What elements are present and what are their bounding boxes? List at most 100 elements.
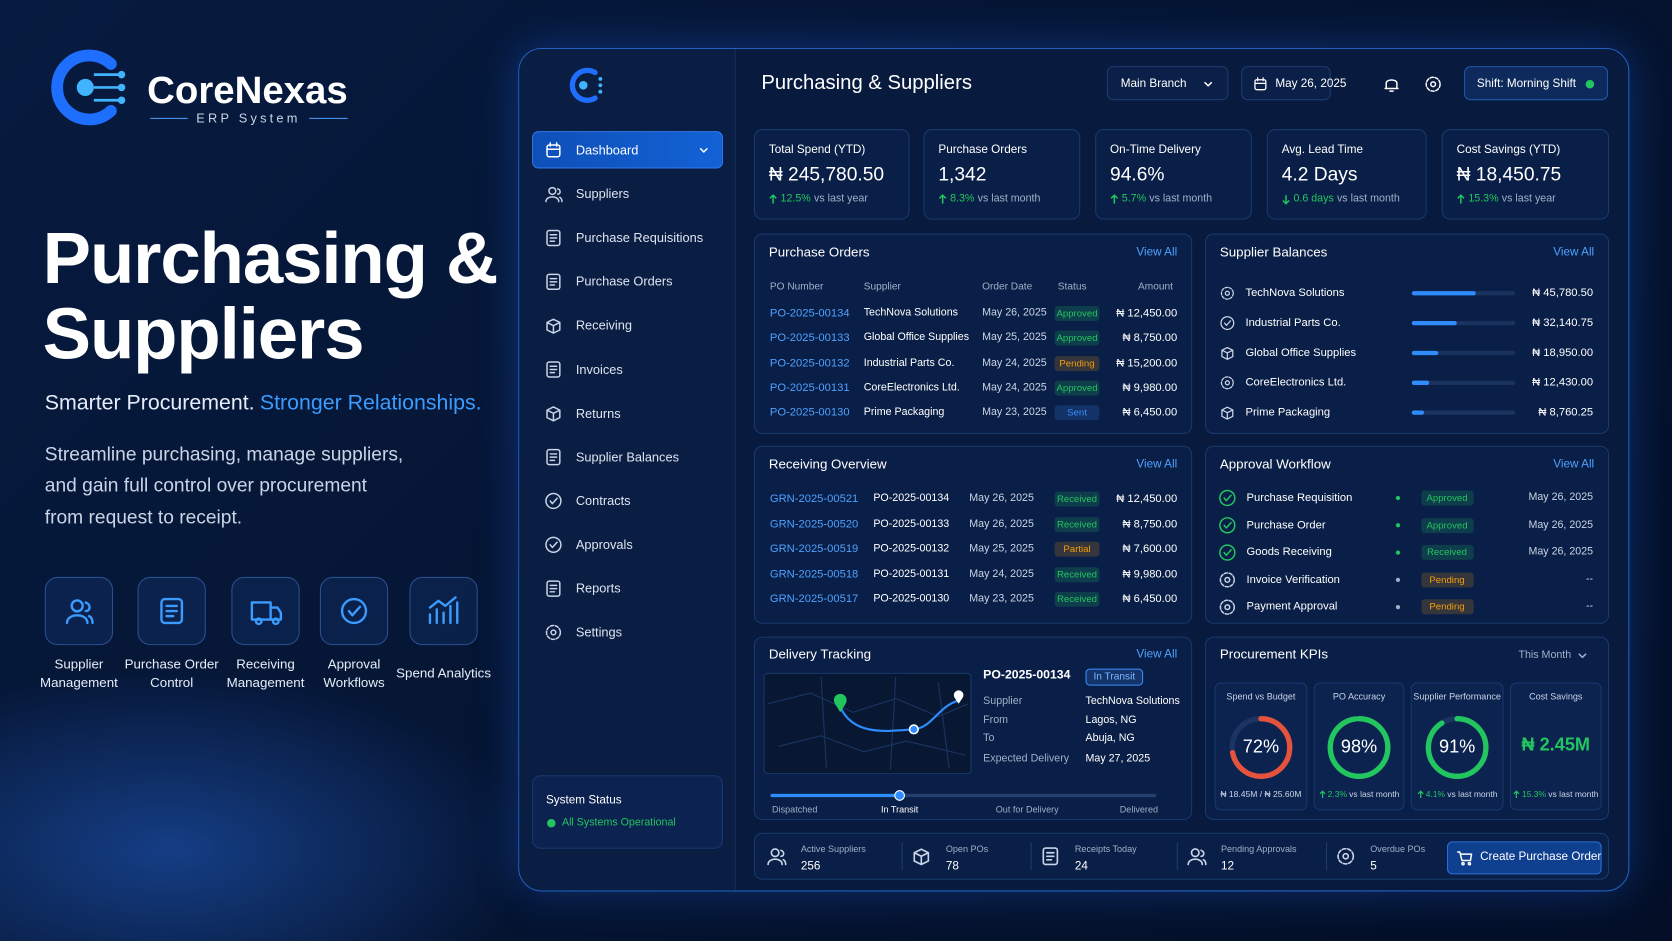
branch-label[interactable]: Main Branch	[1120, 77, 1187, 91]
supplier-name: Global Office Supplies	[1245, 346, 1357, 360]
progress-dot	[894, 790, 905, 801]
status-badge-text: Received	[1426, 546, 1468, 558]
icon-part	[1467, 861, 1472, 866]
nav-item[interactable]: Purchase Requisitions	[575, 230, 704, 246]
nav-icon	[545, 492, 562, 510]
kpi-card	[1441, 129, 1610, 220]
step-dot	[1395, 523, 1401, 528]
icon-part	[160, 597, 184, 625]
po-supplier: CoreElectronics Ltd.	[863, 381, 960, 394]
gauge-value: 91%	[1438, 736, 1476, 757]
view-all-link[interactable]: View All	[1136, 647, 1178, 661]
nav-item[interactable]: Contracts	[575, 493, 631, 509]
nav-item[interactable]: Supplier Balances	[575, 449, 679, 465]
stat-label: Overdue POs	[1370, 843, 1426, 855]
grn-amount: ₦ 9,980.00	[1122, 567, 1178, 581]
nav-item[interactable]: Dashboard	[575, 142, 639, 158]
step-label: Purchase Requisition	[1246, 491, 1353, 505]
kpi-change-note: vs last month	[1336, 193, 1400, 205]
date-label[interactable]: May 26, 2025	[1275, 77, 1347, 91]
branch-select[interactable]	[1106, 66, 1229, 101]
po-number[interactable]: PO-2025-00133	[769, 331, 850, 345]
icon-part	[340, 597, 368, 625]
icon-part	[549, 453, 558, 462]
po-number[interactable]: PO-2025-00134	[769, 306, 850, 320]
nav-item-active[interactable]	[532, 131, 723, 169]
nav-item[interactable]: Reports	[575, 580, 621, 596]
grn-number[interactable]: GRN-2025-00520	[769, 517, 859, 531]
icon-part	[549, 497, 558, 505]
delivery-status: In Transit	[1093, 671, 1136, 683]
delivery-field-value: Abuja, NG	[1085, 732, 1135, 745]
logo-node	[117, 83, 126, 92]
panel	[753, 233, 1193, 434]
nav-item[interactable]: Receiving	[575, 317, 633, 333]
gauge-value: 72%	[1242, 736, 1280, 757]
gauge-change: 2.3% vs last month	[1319, 789, 1400, 799]
status-badge	[1054, 491, 1100, 507]
supplier-name: Prime Packaging	[1245, 405, 1331, 419]
view-all-link[interactable]: View All	[1136, 245, 1178, 259]
shift-badge[interactable]	[1464, 66, 1609, 101]
brand-logo	[51, 49, 126, 126]
trend-arrow	[1319, 790, 1326, 798]
grn-number[interactable]: GRN-2025-00517	[769, 592, 859, 606]
logo-node	[117, 70, 126, 79]
grn-number[interactable]: GRN-2025-00518	[769, 567, 859, 581]
po-number[interactable]: PO-2025-00131	[769, 381, 850, 395]
gauge-change-value: 15.3%	[1521, 789, 1547, 799]
stat-icon	[1337, 847, 1355, 865]
view-all-link[interactable]: View All	[1136, 457, 1178, 471]
brand-name: CoreNexas	[147, 67, 348, 112]
grn-date: May 26, 2025	[969, 517, 1034, 530]
nav-item[interactable]: Suppliers	[575, 186, 630, 202]
icon-part	[1219, 544, 1236, 561]
kpi-label: On-Time Delivery	[1110, 143, 1201, 157]
icon-part	[1461, 861, 1465, 866]
nav-item[interactable]: Purchase Orders	[575, 274, 673, 290]
grn-number[interactable]: GRN-2025-00519	[769, 542, 859, 556]
nav-item[interactable]: Settings	[575, 624, 623, 640]
po-amount: ₦ 6,450.00	[1122, 406, 1178, 419]
nav-item[interactable]: Returns	[575, 405, 621, 421]
icon-part	[546, 406, 561, 422]
status-badge-text: Received	[1056, 518, 1098, 530]
table-header: PO Number	[769, 280, 824, 293]
feature-label: Receiving Management	[226, 656, 305, 690]
map-region	[778, 735, 966, 756]
po-number[interactable]: PO-2025-00130	[769, 406, 850, 419]
po-amount: ₦ 9,980.00	[1122, 381, 1178, 395]
status-badge-text: Approved	[1056, 307, 1098, 319]
po-number[interactable]: PO-2025-00132	[769, 356, 850, 370]
stat-label: Receipts Today	[1074, 843, 1137, 855]
create-po-button[interactable]	[1447, 841, 1602, 875]
nav-item[interactable]: Approvals	[575, 537, 633, 553]
step-date: May 26, 2025	[1528, 491, 1594, 504]
grn-date: May 24, 2025	[969, 567, 1034, 580]
gauge-change-note: vs last month	[1349, 789, 1400, 799]
kpi-card	[923, 129, 1081, 220]
grn-number[interactable]: GRN-2025-00521	[769, 492, 859, 506]
feature-tile	[319, 576, 389, 646]
delivery-field-label: Expected Delivery	[983, 752, 1070, 765]
panel-title: Supplier Balances	[1219, 244, 1328, 260]
feature-label: Supplier Management	[40, 656, 118, 690]
supplier-balance: ₦ 12,430.00	[1532, 376, 1594, 389]
period-select[interactable]: This Month	[1518, 649, 1572, 662]
icon-part	[1221, 346, 1234, 360]
icon-part	[1578, 653, 1587, 659]
create-po-label[interactable]: Create Purchase Order	[1480, 850, 1602, 864]
nav-item[interactable]: Invoices	[575, 361, 623, 377]
icon-part	[1223, 320, 1232, 326]
kpi-change-value: 5.7%	[1121, 193, 1147, 205]
arrow-shape	[1457, 194, 1465, 204]
status-badge-text: Received	[1056, 593, 1098, 605]
icon-part	[549, 584, 558, 593]
kpi-label: Total Spend (YTD)	[768, 143, 866, 157]
view-all-link[interactable]: View All	[1553, 245, 1595, 259]
view-all-link[interactable]: View All	[1553, 457, 1595, 471]
status-badge	[1420, 517, 1474, 533]
icon-part	[1337, 847, 1355, 865]
icon-part	[549, 541, 558, 549]
icon-part	[1219, 599, 1236, 615]
